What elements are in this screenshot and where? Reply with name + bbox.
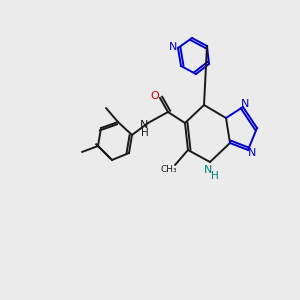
Text: N: N bbox=[241, 99, 249, 109]
Text: H: H bbox=[141, 128, 149, 138]
Text: N: N bbox=[140, 120, 148, 130]
Text: O: O bbox=[151, 91, 159, 101]
Text: N: N bbox=[248, 148, 256, 158]
Text: H: H bbox=[211, 171, 219, 181]
Text: N: N bbox=[169, 42, 177, 52]
Text: N: N bbox=[204, 165, 212, 175]
Text: CH₃: CH₃ bbox=[161, 166, 177, 175]
